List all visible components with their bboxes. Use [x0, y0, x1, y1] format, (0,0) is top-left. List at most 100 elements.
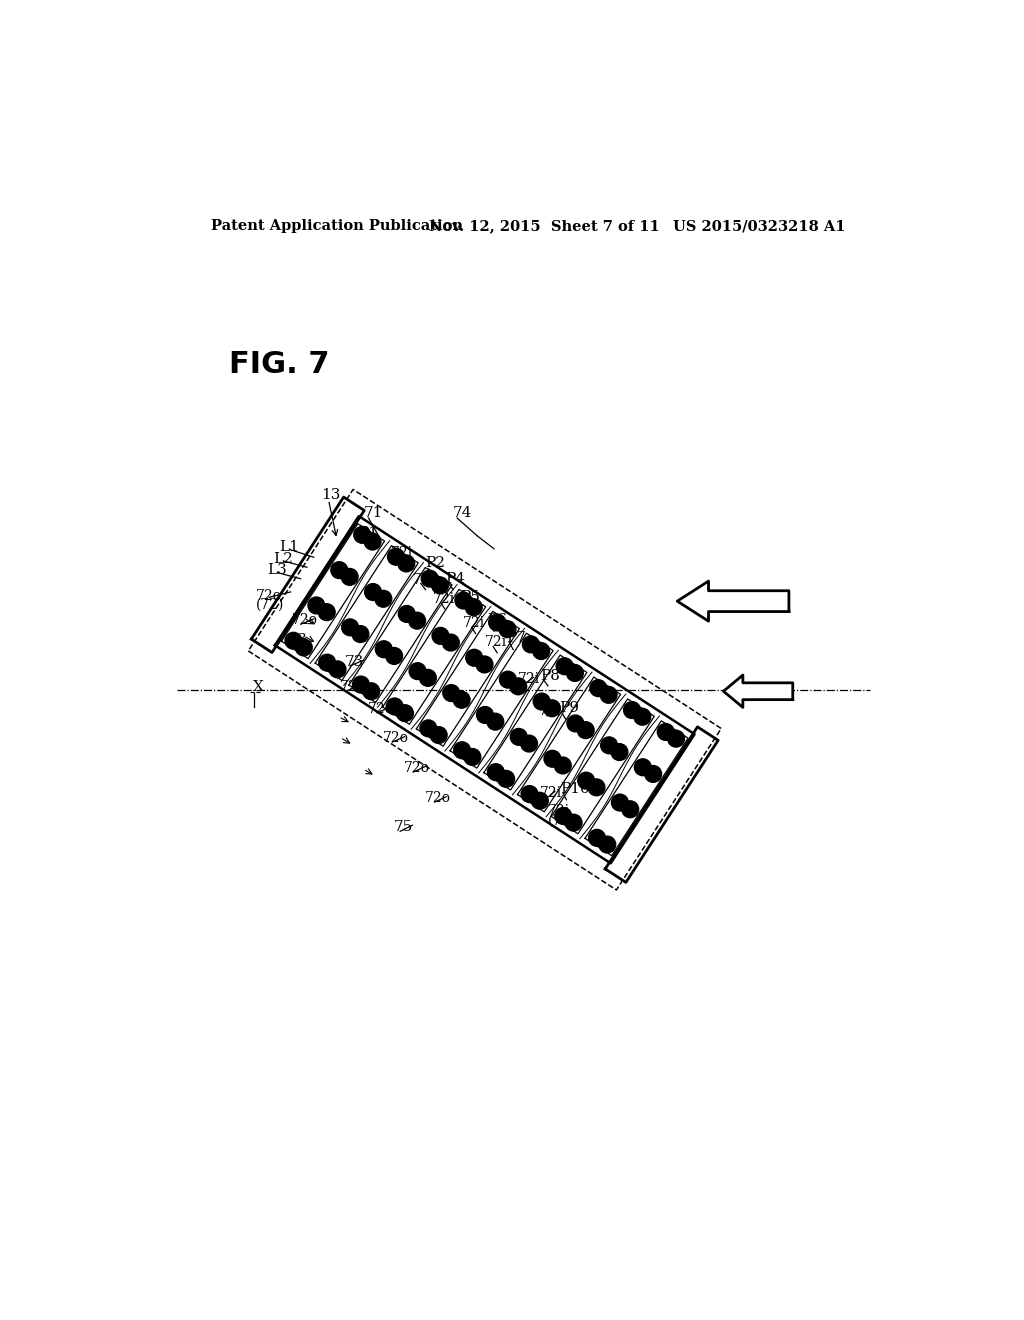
Circle shape — [403, 611, 410, 616]
Circle shape — [420, 669, 436, 686]
Text: 72i: 72i — [391, 546, 413, 561]
Circle shape — [397, 554, 415, 572]
Text: 71: 71 — [364, 507, 383, 520]
Circle shape — [437, 632, 443, 639]
Circle shape — [555, 808, 571, 825]
Circle shape — [611, 795, 629, 810]
Circle shape — [583, 727, 589, 733]
Circle shape — [285, 632, 302, 649]
Circle shape — [447, 639, 454, 645]
Text: 72o: 72o — [403, 762, 430, 775]
Circle shape — [459, 747, 465, 754]
Circle shape — [494, 619, 500, 626]
Text: P2: P2 — [425, 557, 444, 570]
Circle shape — [362, 682, 380, 700]
Circle shape — [365, 533, 381, 550]
Circle shape — [396, 705, 414, 722]
Circle shape — [291, 638, 297, 644]
Circle shape — [387, 548, 404, 565]
Circle shape — [589, 829, 605, 846]
Text: P1: P1 — [358, 527, 379, 540]
Circle shape — [583, 777, 589, 784]
Circle shape — [409, 663, 426, 680]
Circle shape — [403, 561, 410, 566]
Circle shape — [493, 770, 499, 775]
Circle shape — [639, 714, 645, 719]
Text: 75: 75 — [394, 820, 413, 834]
Circle shape — [588, 779, 605, 796]
Circle shape — [534, 693, 550, 710]
Polygon shape — [677, 581, 788, 622]
Text: 72i: 72i — [413, 573, 435, 586]
Circle shape — [341, 569, 358, 585]
Text: Patent Application Publication: Patent Application Publication — [211, 219, 464, 234]
Circle shape — [398, 606, 415, 623]
Circle shape — [624, 701, 640, 718]
Circle shape — [386, 648, 402, 664]
Circle shape — [471, 605, 477, 610]
Circle shape — [432, 627, 449, 644]
Circle shape — [606, 742, 612, 748]
Circle shape — [560, 763, 566, 768]
Circle shape — [346, 574, 352, 579]
Circle shape — [471, 655, 477, 661]
Circle shape — [532, 643, 550, 660]
Circle shape — [476, 656, 493, 673]
Circle shape — [370, 589, 376, 595]
Circle shape — [365, 583, 382, 601]
Circle shape — [488, 614, 506, 631]
Circle shape — [342, 619, 358, 636]
Circle shape — [566, 664, 584, 681]
Circle shape — [393, 553, 399, 560]
Circle shape — [629, 708, 635, 713]
Circle shape — [481, 661, 487, 668]
Circle shape — [531, 792, 548, 809]
Circle shape — [449, 690, 455, 696]
Circle shape — [352, 676, 370, 693]
Text: P5: P5 — [460, 590, 480, 603]
Circle shape — [510, 678, 526, 694]
Circle shape — [503, 776, 509, 781]
Text: (72): (72) — [548, 813, 577, 828]
Circle shape — [611, 743, 628, 760]
Text: P6: P6 — [487, 614, 507, 627]
Circle shape — [409, 612, 426, 630]
Text: 72i: 72i — [541, 785, 562, 800]
Circle shape — [301, 644, 307, 651]
Circle shape — [668, 730, 684, 747]
Circle shape — [544, 700, 560, 717]
Circle shape — [454, 742, 471, 759]
Circle shape — [359, 532, 366, 539]
Circle shape — [561, 663, 567, 669]
Circle shape — [634, 759, 651, 776]
Text: P9: P9 — [559, 701, 579, 715]
Circle shape — [466, 649, 482, 667]
Circle shape — [594, 784, 600, 791]
Circle shape — [572, 721, 579, 726]
Circle shape — [556, 657, 573, 675]
Circle shape — [376, 640, 392, 657]
Circle shape — [391, 704, 397, 710]
Circle shape — [493, 718, 499, 725]
Circle shape — [640, 764, 646, 771]
Circle shape — [295, 639, 312, 656]
Circle shape — [414, 618, 420, 624]
Circle shape — [357, 681, 364, 688]
Circle shape — [521, 785, 538, 803]
Circle shape — [520, 735, 538, 752]
Text: P3: P3 — [287, 632, 307, 647]
Text: Nov. 12, 2015  Sheet 7 of 11: Nov. 12, 2015 Sheet 7 of 11 — [429, 219, 660, 234]
Circle shape — [554, 756, 571, 774]
Circle shape — [650, 771, 656, 777]
Circle shape — [324, 609, 330, 615]
Circle shape — [599, 836, 615, 853]
Circle shape — [455, 593, 472, 609]
Circle shape — [622, 801, 639, 817]
Text: US 2015/0323218 A1: US 2015/0323218 A1 — [674, 219, 846, 234]
Circle shape — [487, 764, 504, 780]
Circle shape — [425, 725, 431, 731]
Circle shape — [516, 734, 522, 741]
Circle shape — [657, 723, 674, 741]
Circle shape — [421, 570, 438, 587]
Circle shape — [386, 698, 403, 715]
